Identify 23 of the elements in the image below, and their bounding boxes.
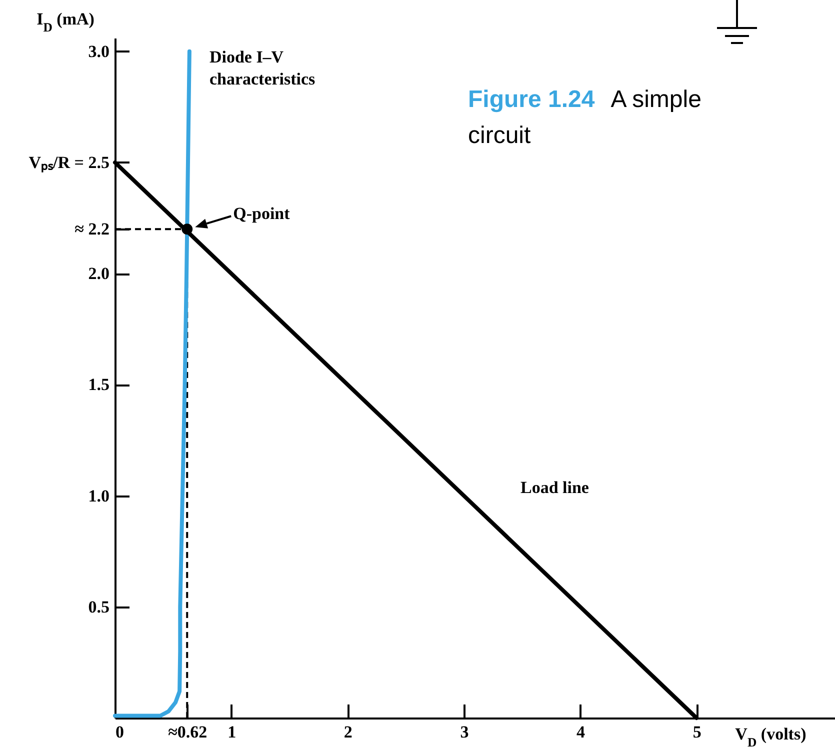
annotation: Figure 1.24 — [468, 86, 595, 114]
text: Load line — [520, 478, 590, 498]
x-tick-label: 2 — [344, 722, 352, 742]
series-label: Diode I–V characteristics — [209, 47, 316, 88]
annotation: Q-point — [233, 204, 290, 224]
x-tick-label: ≈0.62 — [168, 722, 208, 742]
y-tick-label: 1.0 — [88, 486, 110, 506]
y-axis-title: I$_{D}$ (mA) — [36, 10, 94, 34]
x-tick-label: 3 — [460, 722, 469, 742]
annotation: circuit — [468, 122, 531, 149]
y-tick-label: 0.5 — [88, 597, 110, 616]
y-tick-label: ≈ 2.2 — [74, 220, 110, 239]
y-tick-label: Vₚₛ/R = 2.5 — [28, 152, 110, 173]
annotation: A simple — [610, 86, 702, 114]
x-tick-label: 4 — [576, 722, 586, 742]
x-axis-title: V$_{D}$ (volts) — [735, 724, 806, 750]
x-tick-label: 0 — [116, 722, 124, 742]
y-tick-label: 2.0 — [88, 264, 110, 284]
y-tick-label: 1.5 — [88, 375, 110, 394]
x-tick-label: 1 — [228, 722, 236, 742]
line-series — [113, 49, 192, 718]
y-tick-label: 3.0 — [88, 42, 110, 61]
x-tick-label: 5 — [692, 722, 702, 742]
